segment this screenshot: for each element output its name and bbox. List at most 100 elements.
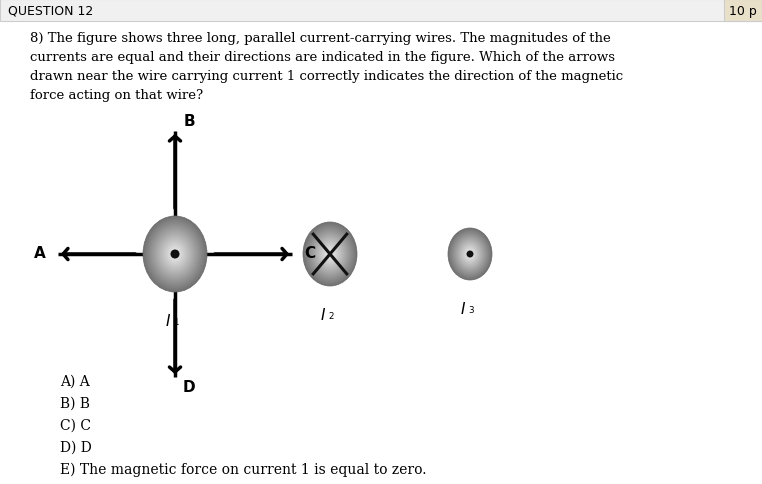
Text: C: C [305,245,315,260]
Text: E) The magnetic force on current 1 is equal to zero.: E) The magnetic force on current 1 is eq… [60,462,427,476]
Ellipse shape [158,234,192,275]
Ellipse shape [325,248,335,261]
Ellipse shape [328,252,331,257]
Ellipse shape [469,254,471,256]
Ellipse shape [152,227,198,282]
Text: $I$: $I$ [460,301,466,317]
Ellipse shape [145,219,205,290]
Ellipse shape [449,229,491,280]
Ellipse shape [165,242,186,267]
Ellipse shape [454,235,486,273]
Ellipse shape [324,247,336,262]
Ellipse shape [308,228,353,281]
Text: QUESTION 12: QUESTION 12 [8,4,93,17]
Ellipse shape [453,235,487,274]
Ellipse shape [174,253,176,256]
Ellipse shape [313,234,347,275]
Ellipse shape [322,245,338,264]
Text: $_2$: $_2$ [328,308,335,321]
Ellipse shape [464,247,475,261]
Ellipse shape [468,252,472,257]
Ellipse shape [305,225,355,284]
Ellipse shape [143,216,207,292]
Text: $_1$: $_1$ [173,314,180,327]
Ellipse shape [155,230,195,278]
Circle shape [466,251,473,258]
Text: D: D [183,380,195,394]
Ellipse shape [165,243,184,266]
Ellipse shape [303,223,357,287]
Ellipse shape [160,237,190,272]
Ellipse shape [450,230,491,279]
Ellipse shape [304,224,356,286]
Bar [724,0,762,22]
Ellipse shape [149,223,202,286]
Ellipse shape [171,251,178,258]
Ellipse shape [157,233,193,276]
Ellipse shape [306,226,354,283]
Ellipse shape [166,244,184,265]
Text: B) B: B) B [60,396,90,410]
Ellipse shape [460,243,479,266]
Text: $I$: $I$ [165,312,171,328]
Ellipse shape [469,253,472,256]
Ellipse shape [318,240,343,270]
Ellipse shape [328,251,333,257]
Ellipse shape [306,227,354,282]
Text: B: B [183,114,195,129]
Ellipse shape [314,235,346,273]
Ellipse shape [455,236,485,272]
Ellipse shape [144,218,206,291]
Ellipse shape [316,239,344,271]
Ellipse shape [458,241,482,268]
Ellipse shape [467,251,473,258]
Ellipse shape [168,247,181,262]
Ellipse shape [448,228,492,280]
Ellipse shape [162,239,187,270]
Text: A: A [34,245,46,260]
Ellipse shape [325,249,335,260]
Ellipse shape [170,248,181,261]
Ellipse shape [466,250,474,259]
Ellipse shape [309,229,351,280]
Text: D) D: D) D [60,440,91,454]
Ellipse shape [163,241,187,269]
Ellipse shape [456,238,484,271]
Circle shape [171,250,180,259]
Ellipse shape [155,232,194,277]
Text: $_3$: $_3$ [468,302,475,316]
Ellipse shape [309,230,351,279]
Ellipse shape [159,236,191,273]
Ellipse shape [312,233,348,276]
Ellipse shape [315,236,345,272]
Ellipse shape [459,242,481,268]
Ellipse shape [465,248,475,260]
Ellipse shape [456,239,483,270]
Ellipse shape [149,224,200,285]
Ellipse shape [310,231,350,278]
Ellipse shape [147,222,203,287]
Ellipse shape [168,245,182,263]
Ellipse shape [154,229,197,280]
Bar [0,0,762,22]
Ellipse shape [459,242,480,267]
Ellipse shape [452,233,488,276]
Ellipse shape [173,252,177,257]
Ellipse shape [450,231,490,278]
Text: C) C: C) C [60,418,91,432]
Text: $I$: $I$ [320,306,326,322]
Ellipse shape [462,245,478,264]
Ellipse shape [323,246,338,263]
Ellipse shape [456,237,485,272]
Ellipse shape [161,238,189,271]
Ellipse shape [329,254,331,256]
Text: 10 p: 10 p [729,4,757,17]
Ellipse shape [453,234,488,275]
Text: 8) The figure shows three long, parallel current-carrying wires. The magnitudes : 8) The figure shows three long, parallel… [30,32,623,102]
Ellipse shape [150,226,200,284]
Text: A) A: A) A [60,374,90,388]
Ellipse shape [466,249,475,259]
Ellipse shape [315,238,344,272]
Ellipse shape [171,249,179,259]
Ellipse shape [152,228,197,281]
